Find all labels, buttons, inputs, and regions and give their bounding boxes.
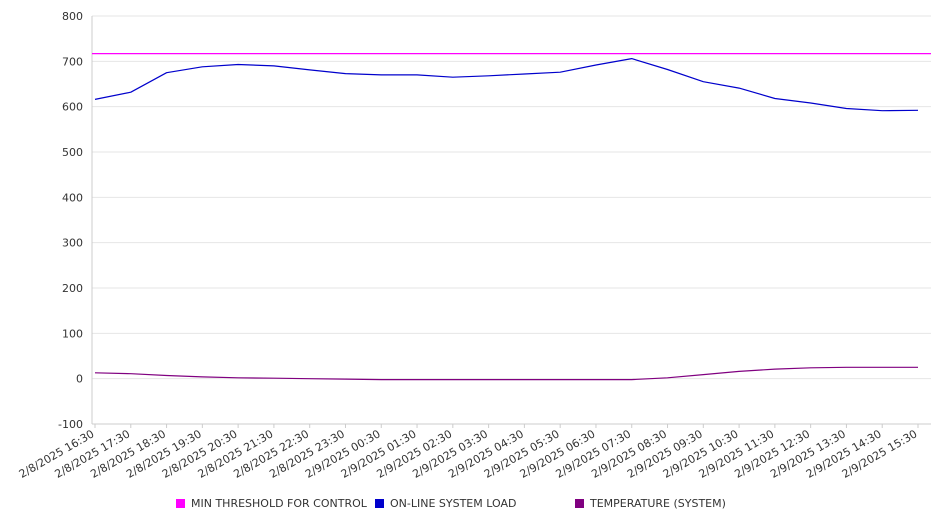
series-line-on-line-system-load [94,57,919,112]
legend-label-system-load: ON-LINE SYSTEM LOAD [390,497,517,510]
y-tick-label: 600 [62,101,83,114]
x-axis-ticks: 2/8/2025 16:302/8/2025 17:302/8/2025 18:… [17,424,920,481]
legend-label-temperature: TEMPERATURE (SYSTEM) [590,497,726,510]
legend-item-threshold[interactable]: MIN THRESHOLD FOR CONTROL [176,497,367,510]
y-tick-label: 500 [62,146,83,159]
y-tick-label: 700 [62,55,83,68]
legend-swatch-system-load [375,499,384,508]
y-tick-label: -100 [58,418,83,431]
legend-swatch-temperature [575,499,584,508]
y-tick-label: 0 [76,373,83,386]
y-axis-ticks: 800 700 600 500 400 300 200 100 0 -100 [58,10,83,431]
legend-label-threshold: MIN THRESHOLD FOR CONTROL [191,497,367,510]
series-lines [92,52,931,381]
grid-lines [92,15,931,425]
y-tick-label: 100 [62,327,83,340]
y-tick-label: 200 [62,282,83,295]
legend-item-temperature[interactable]: TEMPERATURE (SYSTEM) [575,497,726,510]
legend-item-system-load[interactable]: ON-LINE SYSTEM LOAD [375,497,516,510]
axes [91,16,931,425]
y-tick-label: 400 [62,191,83,204]
series-line-temperature-system [94,366,918,381]
y-tick-label: 800 [62,10,83,23]
y-tick-label: 300 [62,237,83,250]
legend-swatch-threshold [176,499,185,508]
legend: MIN THRESHOLD FOR CONTROL ON-LINE SYSTEM… [0,497,946,515]
